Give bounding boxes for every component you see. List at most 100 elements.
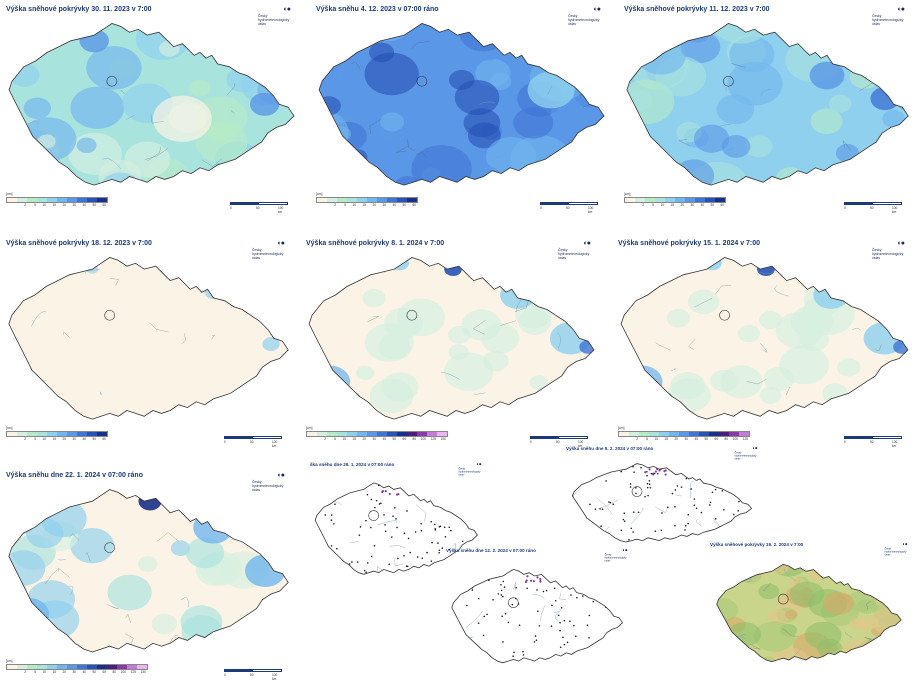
legend-swatch: [7, 198, 17, 202]
legend-swatch: [77, 432, 87, 436]
legend-swatch: [387, 198, 397, 202]
legend-label: 5: [652, 203, 654, 207]
scale-mid: 50: [870, 206, 874, 210]
scale-end: 100 km: [892, 440, 898, 448]
legend-label: [6, 203, 16, 207]
legend-label: 30: [382, 203, 386, 207]
legend-swatch: [387, 432, 397, 436]
legend-swatch: [665, 198, 675, 202]
map-panel-8: ška sněhu dne 29. 1. 2024 v 07:00 ráno ◐●…: [304, 460, 494, 600]
legend-unit: [cm]: [6, 192, 13, 196]
legend-label: 60: [102, 437, 106, 441]
legend-label: 2: [334, 203, 336, 207]
color-legend: [cm] 2 5 10 15 20 30 40 50 60: [624, 192, 726, 207]
legend-label: 30: [72, 670, 76, 674]
legend-swatch: [17, 198, 27, 202]
chmi-logo: ◐● Český hydrometeorologický ústav: [882, 542, 914, 557]
snow-map: [314, 482, 478, 575]
legend-swatch: [367, 432, 377, 436]
legend-label: 5: [344, 203, 346, 207]
legend-swatch: [417, 432, 427, 436]
legend-swatch: [57, 432, 67, 436]
legend-swatch: [347, 198, 357, 202]
legend-swatch: [47, 432, 57, 436]
chmi-logo-icon: ◐●: [897, 6, 906, 13]
legend-swatch: [689, 432, 699, 436]
scale-mid: 50: [250, 440, 254, 444]
scale-end: 100 km: [892, 206, 898, 214]
snow-map: [8, 257, 289, 420]
map-panel-3: Výška sněhové pokrývky 11. 12. 2023 v 7:…: [618, 0, 920, 222]
legend-swatches: [618, 431, 750, 437]
chmi-logo-text: Český hydrometeorologický ústav: [252, 480, 284, 492]
map-title: Výška sněhové pokrývky 8. 1. 2024 v 7:00: [306, 240, 445, 247]
legend-swatch: [695, 198, 705, 202]
legend-swatch: [337, 432, 347, 436]
legend-label: 60: [102, 670, 106, 674]
legend-label: 2: [24, 203, 26, 207]
chmi-logo: ◐● Český hydrometeorologický ústav: [248, 472, 294, 494]
chmi-logo-text: Český hydrometeorologický ústav: [872, 14, 904, 26]
legend-label: 2: [642, 203, 644, 207]
legend-swatch: [347, 432, 357, 436]
map-panel-5: Výška sněhové pokrývky 8. 1. 2024 v 7:00…: [300, 234, 606, 456]
color-legend: [cm] 2 5 10 15 20 30 40 50 60: [6, 192, 108, 207]
legend-swatch: [437, 432, 447, 436]
legend-swatch: [669, 432, 679, 436]
legend-label: 80: [724, 437, 728, 441]
chmi-logo-icon: ◐●: [752, 446, 757, 451]
legend-label: 10: [42, 670, 46, 674]
scale-mid: 50: [566, 206, 570, 210]
scale-bar-graphic: [540, 202, 598, 205]
legend-swatch: [27, 198, 37, 202]
legend-swatch: [87, 432, 97, 436]
legend-swatch: [729, 432, 739, 436]
scale-start: 0: [844, 440, 846, 444]
chmi-logo-text: Český hydrometeorologický ústav: [252, 248, 284, 260]
legend-label: 40: [82, 670, 86, 674]
map-panel-7: Výška sněhu dne 22. 1. 2024 v 07:00 ráno…: [0, 466, 300, 689]
legend-swatch: [645, 198, 655, 202]
chmi-logo-text: Český hydrometeorologický ústav: [558, 248, 590, 260]
legend-label: [316, 203, 326, 207]
legend-swatch: [117, 665, 127, 669]
chmi-logo-text: Český hydrometeorologický ústav: [872, 248, 904, 260]
legend-swatch: [87, 665, 97, 669]
scale-end: 100 km: [578, 440, 584, 448]
legend-label: 50: [392, 437, 396, 441]
legend-label: 60: [720, 203, 724, 207]
legend-swatch: [27, 432, 37, 436]
chmi-logo-text: Český hydrometeorologický ústav: [458, 467, 481, 476]
legend-label: 60: [402, 437, 406, 441]
legend-label: 30: [372, 437, 376, 441]
scale-start: 0: [540, 206, 542, 210]
scale-bar: 0 50 100 km: [540, 202, 598, 214]
legend-swatch: [699, 432, 709, 436]
legend-label: 50: [704, 437, 708, 441]
chmi-logo: ◐● Český hydrometeorologický ústav: [248, 240, 294, 262]
legend-label: 15: [52, 670, 56, 674]
legend-swatch: [629, 432, 639, 436]
legend-label: 5: [34, 437, 36, 441]
legend-label: 60: [714, 437, 718, 441]
scale-start: 0: [224, 440, 226, 444]
map-panel-11: Výška sněhové pokrývky 19. 2. 2024 v 7:0…: [704, 540, 920, 689]
legend-label: 20: [674, 437, 678, 441]
legend-swatch: [675, 198, 685, 202]
legend-swatch: [307, 432, 317, 436]
legend-swatch: [377, 432, 387, 436]
legend-swatch: [97, 432, 107, 436]
legend-label: 20: [62, 670, 66, 674]
legend-label: 100: [420, 437, 426, 441]
map-panel-9: Výška sněhu dne 5. 2. 2024 v 07:00 ráno ◐…: [560, 444, 770, 564]
snow-map: [571, 463, 753, 543]
chmi-logo: ◐● Český hydrometeorologický ústav: [602, 548, 634, 563]
legend-label: 15: [352, 437, 356, 441]
legend-swatch: [327, 198, 337, 202]
legend-label: 150: [440, 437, 446, 441]
scale-bar: 0 50 100 km: [530, 436, 588, 448]
snow-map: [451, 568, 624, 664]
legend-label: 10: [42, 203, 46, 207]
legend-unit: [cm]: [6, 659, 13, 663]
snow-map: [318, 23, 605, 186]
